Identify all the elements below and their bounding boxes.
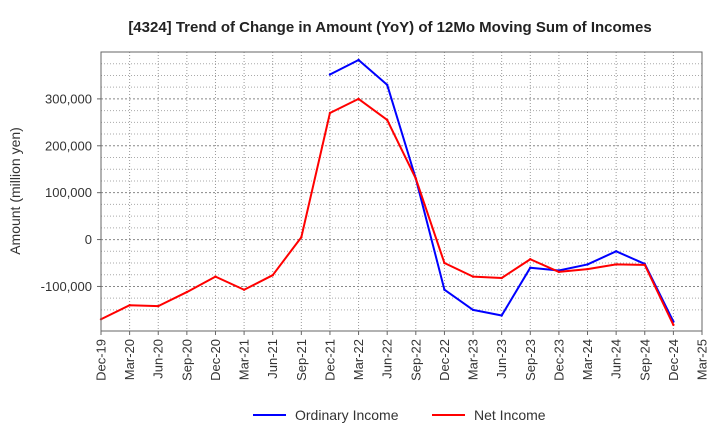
- data-point: [328, 111, 332, 115]
- data-point: [529, 258, 532, 261]
- data-point: [500, 314, 503, 317]
- y-axis-label: Amount (million yen): [7, 127, 23, 255]
- data-point: [414, 177, 418, 180]
- data-point: [614, 250, 618, 253]
- x-tick-label: Dec-23: [551, 339, 566, 381]
- data-point: [529, 266, 532, 269]
- x-tick-label: Jun-24: [609, 339, 624, 379]
- x-tick-label: Sep-23: [523, 339, 538, 381]
- data-point: [443, 261, 446, 265]
- legend: Ordinary Income Net Income: [253, 407, 546, 423]
- y-tick-label: -100,000: [41, 279, 92, 294]
- x-tick-label: Dec-21: [322, 339, 337, 381]
- x-tick-label: Sep-20: [179, 339, 194, 381]
- y-tick-label: 0: [85, 232, 92, 247]
- x-tick-label: Mar-24: [580, 339, 595, 380]
- x-tick-label: Jun-20: [151, 339, 166, 379]
- data-point: [471, 308, 475, 312]
- x-tick-label: Sep-24: [637, 339, 652, 381]
- series-layer: [99, 58, 675, 327]
- data-point: [385, 83, 389, 87]
- data-point: [357, 58, 360, 62]
- data-point: [185, 290, 189, 294]
- data-point: [672, 323, 675, 327]
- x-tick-label: Mar-22: [351, 339, 366, 380]
- x-tick-label: Mar-20: [122, 339, 137, 380]
- data-point: [128, 304, 131, 307]
- data-point: [214, 275, 217, 278]
- data-point: [385, 118, 389, 122]
- data-point: [328, 73, 332, 76]
- x-tick-label: Mar-21: [237, 339, 252, 380]
- data-point: [242, 288, 246, 291]
- x-tick-label: Sep-22: [408, 339, 423, 381]
- data-point: [357, 97, 360, 101]
- x-tick-label: Dec-24: [666, 339, 681, 381]
- x-tick-label: Dec-20: [208, 339, 223, 381]
- y-tick-label: 200,000: [45, 138, 92, 153]
- chart-title: [4324] Trend of Change in Amount (YoY) o…: [128, 19, 651, 36]
- data-point: [643, 263, 646, 267]
- y-tick-label: 100,000: [45, 185, 92, 200]
- x-tick-label: Sep-21: [294, 339, 309, 381]
- x-tick-label: Dec-19: [94, 339, 109, 381]
- plot-border: [100, 51, 703, 332]
- x-tick-label: Jun-22: [380, 339, 395, 379]
- data-point: [157, 304, 160, 308]
- x-tick-label: Dec-22: [437, 339, 452, 381]
- data-point: [500, 276, 503, 280]
- legend-label: Ordinary Income: [295, 407, 399, 423]
- data-point: [271, 274, 274, 277]
- data-point: [300, 236, 303, 239]
- grid: [100, 52, 703, 331]
- x-tick-label: Mar-23: [466, 339, 481, 380]
- data-point: [443, 288, 446, 291]
- data-point: [586, 263, 589, 266]
- data-point: [557, 270, 561, 274]
- data-point: [586, 267, 589, 271]
- axes: -100,000 0 100,000 200,000 300,000 Dec-19 Mar-…: [41, 51, 710, 381]
- x-tick-label: Mar-25: [695, 339, 710, 380]
- legend-label: Net Income: [474, 407, 546, 423]
- x-tick-label: Jun-23: [494, 339, 509, 379]
- data-point: [614, 263, 618, 266]
- y-tick-label: 300,000: [45, 91, 92, 106]
- x-tick-label: Jun-21: [265, 339, 280, 379]
- data-point: [471, 275, 475, 278]
